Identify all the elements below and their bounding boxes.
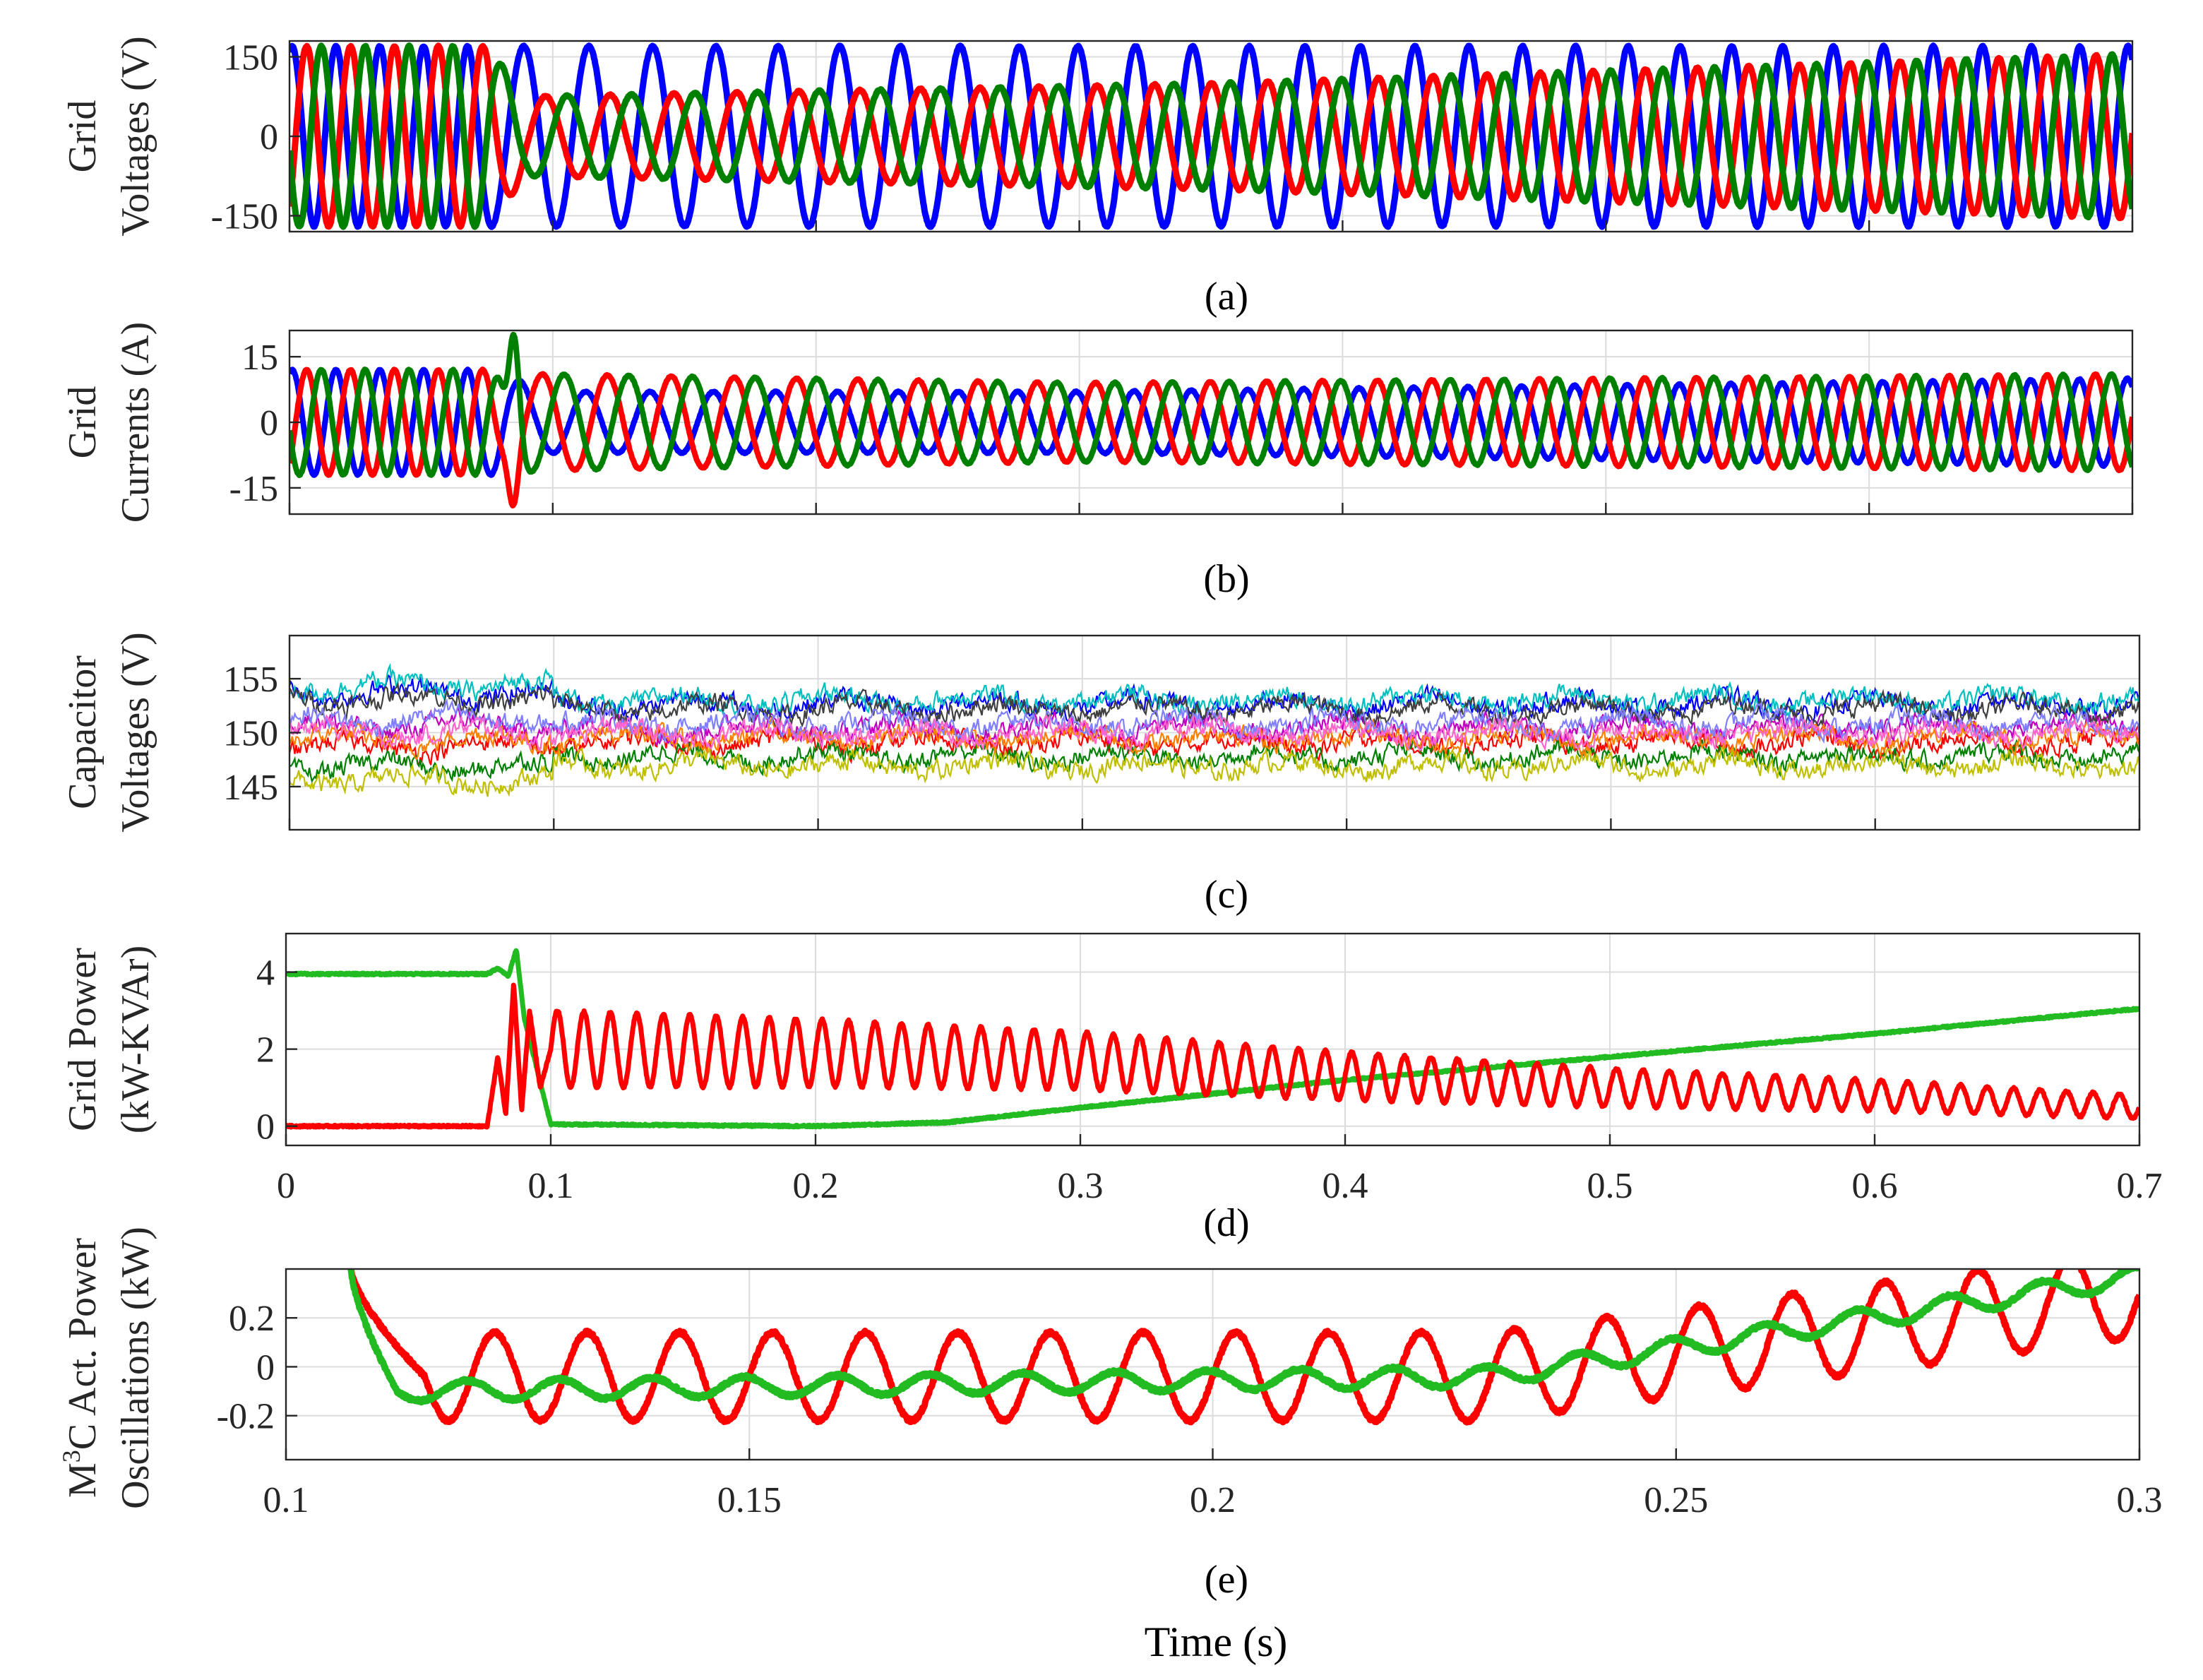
panel-a-ticks: -150 0 150 — [211, 38, 2134, 237]
panel-e-series-oscillation-red — [347, 1269, 2139, 1426]
panel-e-xtick-label: 0.2 — [1190, 1480, 1236, 1520]
panel-d-caption: (d) — [1203, 1201, 1249, 1245]
panel-b-ytick-label: 15 — [241, 338, 278, 378]
panel-a-ytick-label: -150 — [211, 197, 278, 237]
panel-b-ytick-label: 0 — [260, 403, 278, 443]
panel-d-series-reactive-power — [286, 948, 2139, 1130]
panel-e-ylabel-m: M — [61, 1462, 105, 1498]
panel-e-series-oscillation-green — [347, 1269, 2139, 1406]
panel-e-ylabel-line1: M3C Act. Power — [57, 1238, 105, 1498]
panel-c-series-cap-6 — [289, 745, 2139, 797]
panel-c-ytick-label: 150 — [223, 714, 278, 754]
panel-c-caption: (c) — [1205, 873, 1248, 917]
panel-e-ylabel-superscript: 3 — [57, 1450, 85, 1462]
panel-b-series-phase-b — [289, 367, 2132, 508]
panel-c-ytick-label: 155 — [223, 660, 278, 700]
panel-c-ticks: 145 150 155 — [223, 660, 2141, 830]
panel-d-grid-power: 0 2 4 0 0.1 0.2 0.3 0.4 0.5 0.6 0.7 Grid Power (kW… — [61, 932, 2163, 1245]
panel-e-xtick-label: 0.15 — [717, 1480, 782, 1520]
panel-b-ticks: -15 0 15 — [229, 338, 2134, 514]
panel-a-caption: (a) — [1205, 275, 1248, 318]
panel-e-ylabel-line2: Oscillations (kW) — [114, 1227, 157, 1509]
panel-d-ticks: 0 2 4 0 0.1 0.2 0.3 0.4 0.5 0.6 0.7 — [256, 953, 2163, 1206]
panel-e-ylabel-rest: C Act. Power — [61, 1238, 105, 1450]
panel-d-xtick-label: 0.2 — [793, 1166, 839, 1206]
panel-a-ytick-label: 150 — [223, 38, 278, 78]
x-axis-title: Time (s) — [1145, 1619, 1288, 1665]
panel-e-xtick-label: 0.3 — [2117, 1480, 2163, 1520]
panel-c-series-cap-10 — [289, 713, 2139, 752]
panel-c-ytick-label: 145 — [223, 768, 278, 808]
panel-c-series-cap-2 — [289, 720, 2139, 768]
panel-a-ytick-label: 0 — [260, 117, 278, 157]
panel-e-ticks: -0.2 0 0.2 0.1 0.15 0.2 0.25 0.3 — [217, 1299, 2163, 1520]
panel-a-grid-voltages: -150 0 150 Grid Voltages (V) (a) — [61, 36, 2134, 318]
panel-b-grid-currents: -15 0 15 Grid Currents (A) (b) — [61, 322, 2134, 601]
panel-a-series-phase-b — [289, 42, 2132, 230]
panel-b-ylabel-line2: Currents (A) — [114, 322, 157, 523]
panel-e-series — [347, 1269, 2139, 1426]
panel-d-series — [286, 948, 2139, 1130]
panel-e-caption: (e) — [1205, 1558, 1248, 1602]
panel-e-xtick-label: 0.1 — [263, 1480, 309, 1520]
panel-b-ylabel-line1: Grid — [61, 386, 105, 459]
panel-e-ytick-label: 0.2 — [229, 1299, 275, 1339]
panel-c-capacitor-voltages: 145 150 155 Capacitor Voltages (V) (c) — [61, 632, 2141, 917]
panel-d-xtick-label: 0 — [277, 1166, 295, 1206]
panel-d-xtick-label: 0.3 — [1058, 1166, 1104, 1206]
panel-d-xtick-label: 0.1 — [528, 1166, 574, 1206]
panel-d-ytick-label: 0 — [256, 1107, 275, 1148]
panel-b-caption: (b) — [1203, 557, 1249, 601]
panel-b-series — [289, 331, 2132, 508]
panel-b-series-phase-c — [289, 331, 2132, 478]
panel-e-xtick-label: 0.25 — [1644, 1480, 1708, 1520]
panel-c-series-cap-4 — [289, 662, 2139, 718]
panel-d-axes-frame — [285, 932, 2141, 1147]
panel-b-ytick-label: -15 — [229, 469, 278, 509]
panel-d-ylabel-line2: (kW-KVAr) — [114, 946, 157, 1133]
panel-a-ylabel-line1: Grid — [61, 100, 105, 173]
panel-e-ytick-label: 0 — [256, 1347, 275, 1388]
panel-a-series-phase-c — [289, 42, 2132, 230]
panel-d-series-active-power — [286, 982, 2139, 1130]
panel-e-grid — [285, 1269, 2140, 1460]
panel-e-ytick-label: -0.2 — [217, 1397, 275, 1437]
panel-d-xtick-label: 0.7 — [2117, 1166, 2163, 1206]
panel-d-ytick-label: 4 — [256, 953, 275, 994]
panel-c-ylabel-line2: Voltages (V) — [114, 632, 157, 833]
panel-a-series — [289, 42, 2132, 230]
panel-e-m3c-power-oscillations: -0.2 0 0.2 0.1 0.15 0.2 0.25 0.3 M3C Act. Power… — [57, 1227, 2163, 1602]
panel-d-ytick-label: 2 — [256, 1030, 275, 1071]
panel-d-xtick-label: 0.6 — [1852, 1166, 1898, 1206]
panel-c-series — [289, 662, 2139, 797]
panel-d-xtick-label: 0.5 — [1587, 1166, 1633, 1206]
panel-c-ylabel-line1: Capacitor — [61, 655, 105, 809]
panel-a-ylabel-line2: Voltages (V) — [114, 36, 157, 237]
panel-d-ylabel-line1: Grid Power — [61, 948, 105, 1131]
panel-c-series-cap-3 — [289, 739, 2139, 784]
panel-d-xtick-label: 0.4 — [1323, 1166, 1368, 1206]
